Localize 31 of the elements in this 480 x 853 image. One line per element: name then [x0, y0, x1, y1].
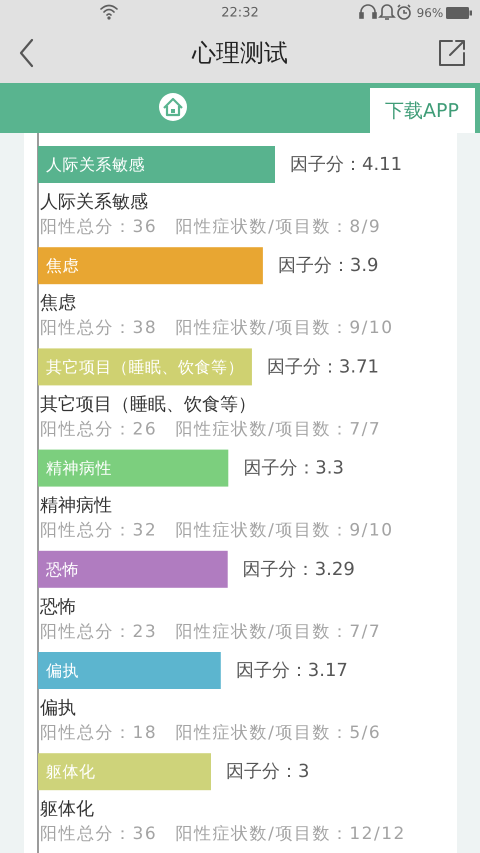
y-tick-label: 偏执 — [46, 661, 79, 680]
y-tick-label: 恐怖 — [45, 560, 79, 579]
y-tick-label: 其它项目（睡眠、饮食等） — [46, 357, 244, 376]
bar — [38, 550, 228, 588]
data-label: 因子分：3.29 — [242, 558, 355, 580]
data-label: 因子分：3.9 — [278, 255, 379, 276]
bar — [38, 450, 228, 487]
data-label: 因子分：4.11 — [290, 154, 402, 175]
y-tick-label: 人际关系敏感 — [46, 155, 145, 174]
data-label: 因子分：3.17 — [236, 660, 348, 681]
text: 22:32 — [221, 6, 259, 20]
annotation: 阳性总分：26 阳性症状数/项目数：7/7 — [40, 419, 382, 440]
data-label: 因子分：3.71 — [266, 356, 380, 378]
annotation: 阳性总分：36 阳性症状数/项目数：12/12 — [40, 824, 406, 844]
y-tick-label: 精神病性 — [46, 458, 112, 478]
text: 96% — [416, 6, 444, 20]
data-label: 因子分：3.3 — [243, 458, 344, 479]
annotation: 阳性总分：38 阳性症状数/项目数：9/10 — [40, 318, 394, 338]
bar — [38, 753, 211, 790]
y-tick-label: 焦虑 — [46, 256, 79, 276]
annotation: 阳性总分：36 阳性症状数/项目数：8/9 — [40, 217, 382, 237]
text: 下载APP — [385, 100, 459, 122]
bar — [38, 146, 275, 183]
annotation: 阳性总分：32 阳性症状数/项目数：9/10 — [40, 520, 394, 541]
bar — [38, 652, 221, 689]
data-label: 因子分：3 — [226, 761, 310, 782]
bar — [38, 247, 263, 284]
annotation: 阳性总分：23 阳性症状数/项目数：7/7 — [40, 622, 382, 642]
annotation: 阳性总分：18 阳性症状数/项目数：5/6 — [40, 723, 382, 743]
chart-title: 心理测试 — [191, 39, 288, 67]
y-tick-label: 躯体化 — [46, 762, 96, 782]
